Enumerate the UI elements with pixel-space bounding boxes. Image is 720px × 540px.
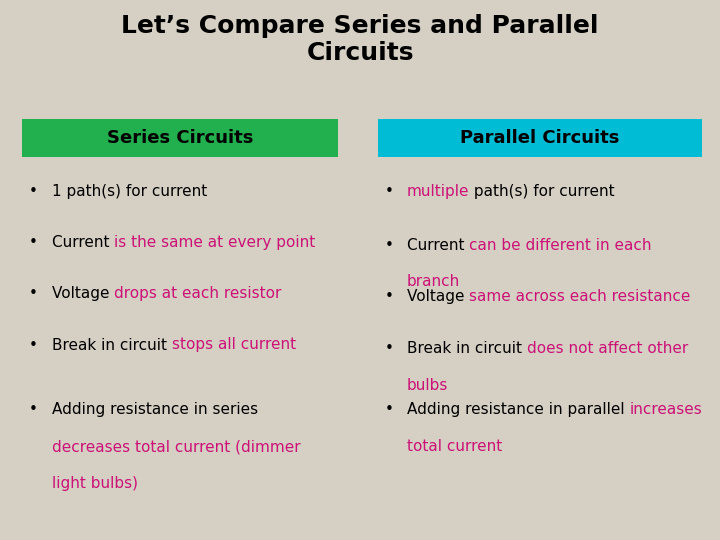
Text: same across each resistance: same across each resistance — [469, 289, 690, 304]
Text: can be different in each: can be different in each — [469, 238, 652, 253]
Text: Let’s Compare Series and Parallel
Circuits: Let’s Compare Series and Parallel Circui… — [121, 14, 599, 65]
Text: •: • — [385, 341, 394, 356]
Text: branch: branch — [407, 274, 460, 289]
Text: •: • — [29, 235, 37, 250]
Text: stops all current: stops all current — [171, 338, 296, 353]
Text: increases: increases — [629, 402, 702, 417]
Text: 1 path(s) for current: 1 path(s) for current — [52, 184, 207, 199]
Text: Adding resistance in parallel: Adding resistance in parallel — [407, 402, 629, 417]
Text: Break in circuit: Break in circuit — [407, 341, 526, 356]
Text: Voltage: Voltage — [52, 286, 114, 301]
FancyBboxPatch shape — [378, 119, 702, 157]
Text: is the same at every point: is the same at every point — [114, 235, 315, 250]
Text: bulbs: bulbs — [407, 378, 448, 393]
Text: •: • — [29, 402, 37, 417]
Text: Voltage: Voltage — [407, 289, 469, 304]
FancyBboxPatch shape — [22, 119, 338, 157]
Text: total current: total current — [407, 439, 502, 454]
Text: Current: Current — [52, 235, 114, 250]
Text: light bulbs): light bulbs) — [52, 476, 138, 491]
Text: •: • — [385, 402, 394, 417]
Text: drops at each resistor: drops at each resistor — [114, 286, 282, 301]
Text: path(s) for current: path(s) for current — [469, 184, 615, 199]
Text: Series Circuits: Series Circuits — [107, 129, 253, 147]
Text: Current: Current — [407, 238, 469, 253]
Text: •: • — [385, 238, 394, 253]
Text: Break in circuit: Break in circuit — [52, 338, 171, 353]
Text: •: • — [385, 289, 394, 304]
Text: •: • — [29, 286, 37, 301]
Text: does not affect other: does not affect other — [526, 341, 688, 356]
Text: multiple: multiple — [407, 184, 469, 199]
Text: •: • — [29, 184, 37, 199]
Text: •: • — [29, 338, 37, 353]
Text: Parallel Circuits: Parallel Circuits — [460, 129, 620, 147]
Text: decreases total current (dimmer: decreases total current (dimmer — [52, 439, 300, 454]
Text: Adding resistance in series: Adding resistance in series — [52, 402, 258, 417]
Text: •: • — [385, 184, 394, 199]
